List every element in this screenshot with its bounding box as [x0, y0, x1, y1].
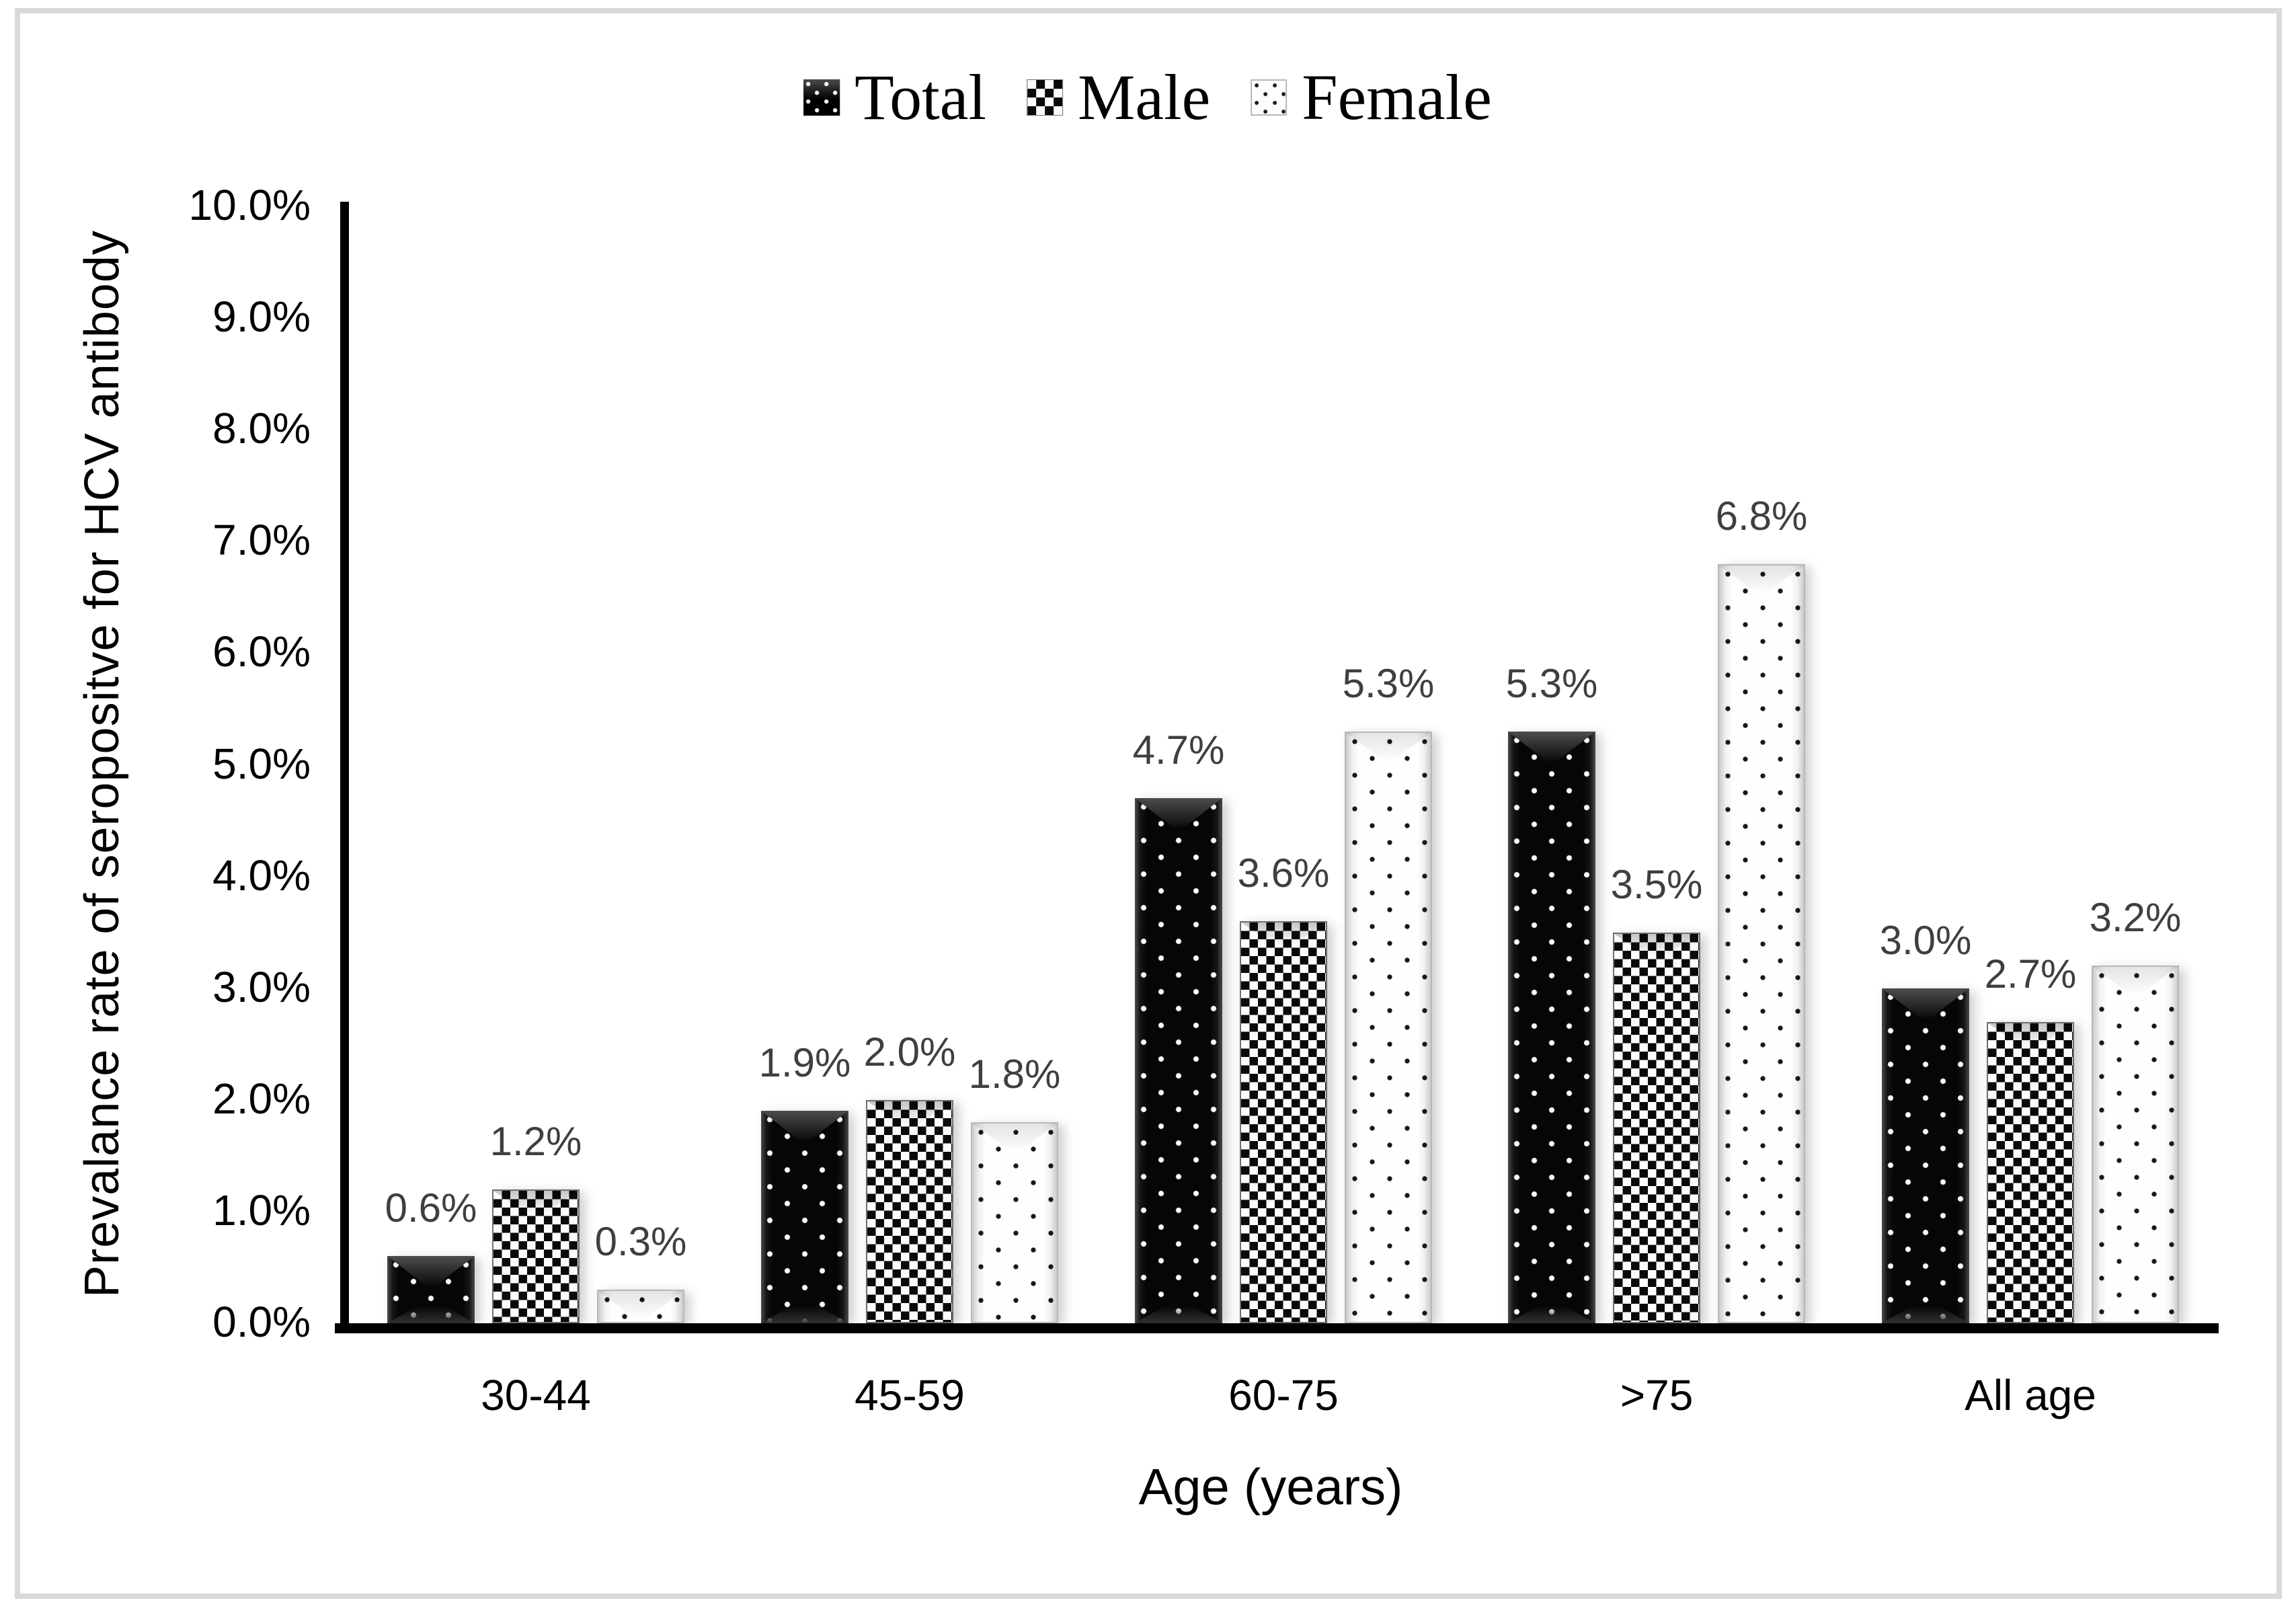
x-tick-60-75: 60-75: [1228, 1371, 1339, 1419]
bar-total-All age: [1882, 988, 1969, 1323]
data-label-female-All age: 3.2%: [2089, 895, 2182, 940]
y-tick-9.0%: 9.0%: [212, 292, 311, 341]
y-tick-8.0%: 8.0%: [212, 404, 311, 453]
y-tick-7.0%: 7.0%: [212, 516, 311, 564]
data-label-total-All age: 3.0%: [1879, 918, 1972, 963]
data-label-female-60-75: 5.3%: [1342, 661, 1435, 706]
legend-item-male: Male: [1027, 65, 1210, 130]
y-tick-6.0%: 6.0%: [212, 627, 311, 676]
bar-male-All age: [1987, 1022, 2074, 1323]
x-tick-All age: All age: [1965, 1371, 2096, 1419]
chart-legend: Total Male Female: [803, 65, 1492, 130]
x-axis-title: Age (years): [1138, 1458, 1403, 1516]
legend-label-male: Male: [1078, 61, 1211, 133]
y-tick-5.0%: 5.0%: [212, 740, 311, 788]
bar-female-60-75: [1345, 732, 1432, 1323]
legend-item-total: Total: [803, 65, 986, 130]
data-label-male-30-44: 1.2%: [489, 1119, 582, 1164]
data-label-female-30-44: 0.3%: [594, 1219, 687, 1264]
legend-swatch-female-pattern-icon: [1251, 79, 1288, 116]
bar-total-45-59: [761, 1111, 848, 1323]
legend-item-female: Female: [1251, 65, 1492, 130]
y-axis-line: [340, 202, 349, 1329]
data-label-male-All age: 2.7%: [1984, 951, 2077, 996]
legend-label-female: Female: [1302, 61, 1492, 133]
data-label-total-45-59: 1.9%: [758, 1040, 851, 1085]
bar-male-30-44: [492, 1189, 580, 1323]
data-label-total-30-44: 0.6%: [385, 1185, 477, 1230]
y-tick-1.0%: 1.0%: [212, 1186, 311, 1234]
y-tick-0.0%: 0.0%: [212, 1298, 311, 1346]
legend-swatch-total-pattern-icon: [803, 79, 840, 116]
data-label-male->75: 3.5%: [1610, 862, 1703, 907]
bar-total->75: [1508, 732, 1595, 1323]
bar-female-All age: [2092, 966, 2179, 1323]
data-label-total-60-75: 4.7%: [1132, 728, 1225, 773]
data-label-female->75: 6.8%: [1715, 494, 1808, 539]
x-tick->75: >75: [1620, 1371, 1694, 1419]
bar-female->75: [1718, 564, 1805, 1323]
y-tick-2.0%: 2.0%: [212, 1074, 311, 1123]
data-label-male-60-75: 3.6%: [1237, 851, 1330, 896]
bar-female-45-59: [971, 1122, 1058, 1323]
x-tick-30-44: 30-44: [481, 1371, 591, 1419]
y-tick-4.0%: 4.0%: [212, 851, 311, 900]
bar-total-30-44: [387, 1256, 475, 1323]
data-label-total->75: 5.3%: [1505, 661, 1598, 706]
legend-label-total: Total: [855, 61, 987, 133]
bar-female-30-44: [597, 1290, 684, 1323]
legend-swatch-male-pattern-icon: [1027, 79, 1064, 116]
data-label-male-45-59: 2.0%: [863, 1029, 956, 1074]
x-tick-45-59: 45-59: [855, 1371, 965, 1419]
x-axis-line: [335, 1323, 2219, 1333]
y-tick-10.0%: 10.0%: [188, 181, 311, 229]
bar-male-60-75: [1240, 921, 1327, 1323]
bar-male-45-59: [866, 1100, 953, 1323]
y-tick-3.0%: 3.0%: [212, 963, 311, 1011]
bar-total-60-75: [1135, 798, 1222, 1323]
data-label-female-45-59: 1.8%: [968, 1052, 1061, 1097]
bar-male->75: [1613, 933, 1700, 1323]
